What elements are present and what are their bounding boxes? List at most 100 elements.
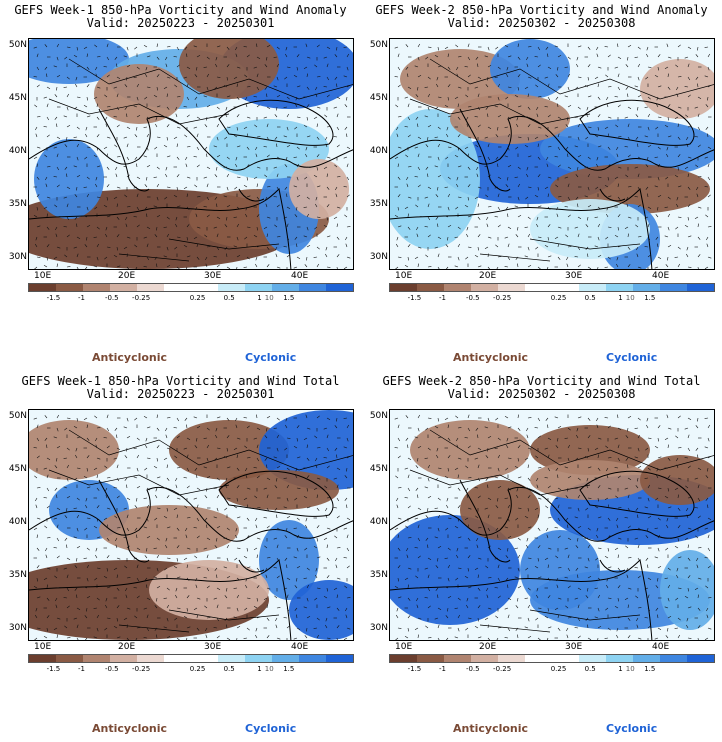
latitude-label: 40N: [369, 146, 388, 156]
longitude-label: 20E: [479, 642, 497, 652]
colorbar-tick-label: 1: [257, 294, 262, 302]
colorbar-tick-label: 0.25: [189, 294, 206, 302]
colorbar-labels: -1.5 -1 -0.5 -0.25 0.25 0.5 1 1.5 10: [389, 294, 715, 304]
colorbar-swatch: [552, 284, 579, 291]
latitude-label: 50N: [369, 40, 388, 50]
latitude-label: 45N: [8, 93, 27, 103]
colorbar-swatch: [579, 655, 606, 662]
colorbar-tick-label: -0.25: [132, 294, 151, 302]
panel-valid-dates: Valid: 20250223 - 20250301: [86, 16, 275, 30]
anticyclonic-label: Anticyclonic: [453, 351, 529, 364]
colorbar-labels: -1.5 -1 -0.5 -0.25 0.25 0.5 1 1.5 10: [28, 665, 354, 675]
latitude-label: 45N: [369, 464, 388, 474]
colorbar-swatch: [110, 655, 137, 662]
colorbar-swatch: [326, 284, 353, 291]
colorbar-tick-label: 0.5: [584, 294, 596, 302]
colorbar-tick-label: 1: [618, 294, 623, 302]
anticyclonic-label: Anticyclonic: [453, 722, 529, 735]
panel-valid-dates: Valid: 20250223 - 20250301: [86, 387, 275, 401]
longitude-label: 30E: [565, 642, 583, 652]
latitude-label: 45N: [369, 93, 388, 103]
panel-valid-dates: Valid: 20250302 - 20250308: [447, 16, 636, 30]
colorbar-swatch: [29, 655, 56, 662]
colorbar-tick-label: 1.5: [283, 665, 295, 673]
colorbar-swatch: [83, 655, 110, 662]
colorbar-swatch: [390, 655, 417, 662]
colorbar-tick-label: 0.25: [189, 665, 206, 673]
cyclonic-label: Cyclonic: [606, 351, 658, 364]
colorbar-labels: -1.5 -1 -0.5 -0.25 0.25 0.5 1 1.5 10: [28, 294, 354, 304]
colorbar-tick-label: 1: [257, 665, 262, 673]
panel-title: GEFS Week-2 850-hPa Vorticity and Wind T…: [382, 374, 701, 388]
colorbar-swatch: [191, 655, 218, 662]
colorbar-tick-label: 0.5: [584, 665, 596, 673]
colorbar-swatch: [299, 284, 326, 291]
longitude-label: 20E: [479, 271, 497, 281]
colorbar-tick-label: -0.5: [104, 294, 119, 302]
colorbar-swatch: [417, 655, 444, 662]
anticyclonic-label: Anticyclonic: [92, 722, 168, 735]
cyclonic-label: Cyclonic: [245, 722, 297, 735]
colorbar-swatch: [633, 655, 660, 662]
longitude-label: 40E: [652, 642, 670, 652]
colorbar-swatch: [552, 655, 579, 662]
colorbar: [28, 283, 354, 292]
colorbar-tick-label: -1: [438, 665, 446, 673]
colorbar-swatch: [299, 655, 326, 662]
longitude-label: 40E: [652, 271, 670, 281]
latitude-label: 30N: [8, 623, 27, 633]
latitude-label: 35N: [369, 199, 388, 209]
map-panel: GEFS Week-2 850-hPa Vorticity and Wind T…: [361, 371, 722, 742]
colorbar-swatch: [56, 284, 83, 291]
latitude-label: 40N: [8, 146, 27, 156]
colorbar-swatch: [579, 284, 606, 291]
colorbar-swatch: [498, 655, 525, 662]
colorbar: [28, 654, 354, 663]
panel-title: GEFS Week-2 850-hPa Vorticity and Wind A…: [375, 3, 708, 17]
colorbar-swatch: [56, 655, 83, 662]
longitude-label: 10E: [34, 642, 52, 652]
latitude-label: 30N: [369, 252, 388, 262]
colorbar-swatch: [417, 284, 444, 291]
colorbar-tick-label: -0.5: [104, 665, 119, 673]
colorbar-swatch: [471, 655, 498, 662]
map-panel: GEFS Week-2 850-hPa Vorticity and Wind A…: [361, 0, 722, 371]
colorbar-tick-label: -1: [438, 294, 446, 302]
latitude-label: 40N: [369, 517, 388, 527]
colorbar-tick-label: 1.5: [644, 665, 656, 673]
colorbar-swatch: [83, 284, 110, 291]
colorbar-swatch: [164, 284, 191, 291]
colorbar-tick-label: -0.5: [465, 294, 480, 302]
latitude-label: 35N: [8, 199, 27, 209]
latitude-label: 50N: [8, 40, 27, 50]
colorbar-tick-label: -1: [77, 294, 85, 302]
colorbar-swatch: [164, 655, 191, 662]
colorbar-tick-label: -0.5: [465, 665, 480, 673]
colorbar-swatch: [390, 284, 417, 291]
anticyclonic-label: Anticyclonic: [92, 351, 168, 364]
latitude-label: 35N: [8, 570, 27, 580]
colorbar-labels: -1.5 -1 -0.5 -0.25 0.25 0.5 1 1.5 10: [389, 665, 715, 675]
vorticity-map: [28, 38, 354, 270]
panel-title: GEFS Week-1 850-hPa Vorticity and Wind A…: [14, 3, 347, 17]
longitude-label: 30E: [204, 271, 222, 281]
map-panel: GEFS Week-1 850-hPa Vorticity and Wind A…: [0, 0, 361, 371]
longitude-label: 30E: [565, 271, 583, 281]
colorbar-swatch: [606, 284, 633, 291]
longitude-label: 30E: [204, 642, 222, 652]
latitude-label: 45N: [8, 464, 27, 474]
latitude-label: 30N: [369, 623, 388, 633]
colorbar-swatch: [110, 284, 137, 291]
colorbar-swatch: [245, 655, 272, 662]
colorbar-swatch: [272, 284, 299, 291]
colorbar-tick-label: 1.5: [644, 294, 656, 302]
colorbar-swatch: [137, 284, 164, 291]
colorbar-tick-label: -0.25: [132, 665, 151, 673]
colorbar-swatch: [471, 284, 498, 291]
colorbar-tick-label: -1.5: [46, 294, 61, 302]
colorbar-unit: 10: [625, 294, 635, 302]
latitude-label: 35N: [369, 570, 388, 580]
panel-title: GEFS Week-1 850-hPa Vorticity and Wind T…: [21, 374, 340, 388]
colorbar-tick-label: 0.25: [550, 665, 567, 673]
cyclonic-label: Cyclonic: [245, 351, 297, 364]
